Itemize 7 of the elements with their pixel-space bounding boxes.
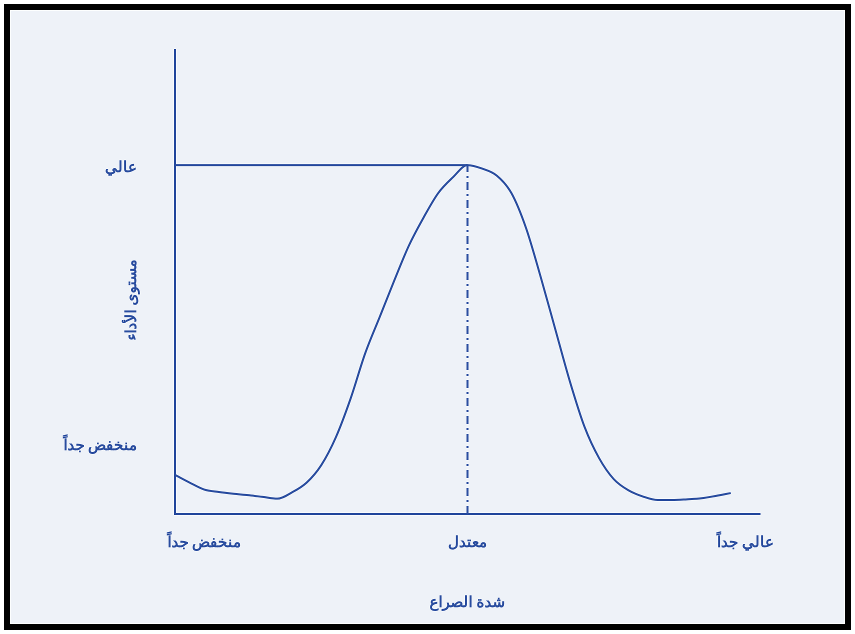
x-tick-label: عالي جداً: [716, 530, 774, 552]
text: منخفض جداً: [62, 434, 137, 454]
x-tick-label: معتدل: [448, 534, 487, 551]
x-axis-title: شدة الصراع: [430, 594, 506, 611]
x-tick-label: منخفض جداً: [166, 530, 242, 551]
y-axis-title: مستوى الأداء: [120, 260, 140, 340]
text: عالي: [105, 160, 137, 177]
